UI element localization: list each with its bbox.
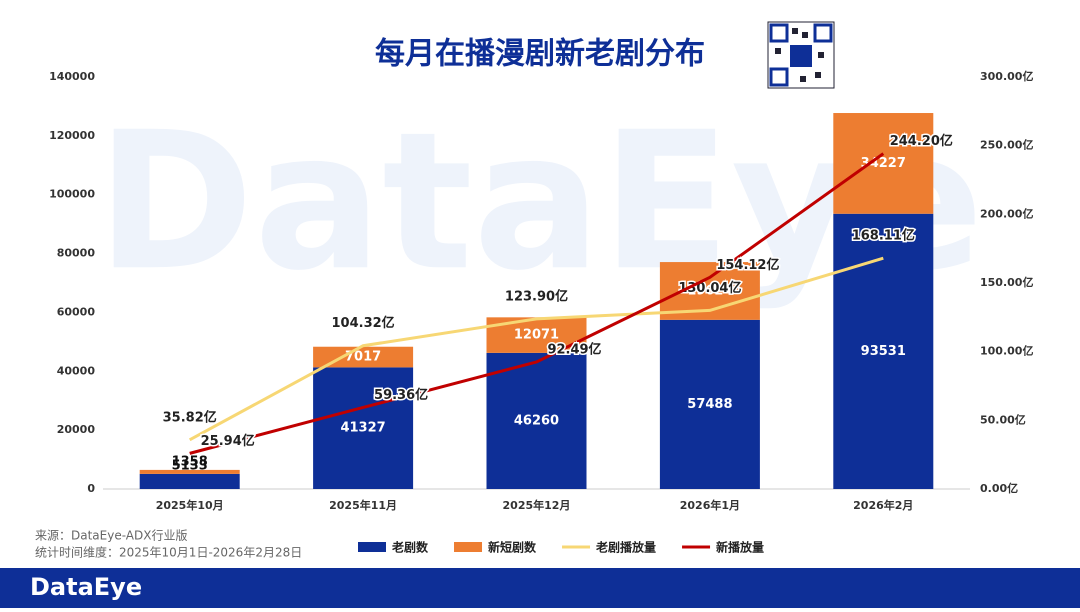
legend-label: 新播放量 (716, 540, 764, 555)
period: 统计时间维度：2025年10月1日-2026年2月28日 (35, 545, 302, 560)
bar (313, 367, 414, 489)
bar-value-label: 41327 (340, 421, 385, 436)
bar-value-label: 57488 (687, 397, 732, 412)
y2-tick-label: 50.00亿 (980, 412, 1026, 426)
line-value-label: 104.32亿 (332, 315, 395, 331)
line-value-label: 92.49亿 (547, 341, 601, 357)
legend-label: 老剧播放量 (596, 540, 656, 555)
line-value-label: 59.36亿 (374, 387, 428, 403)
y-tick-label: 20000 (57, 423, 96, 436)
bar-value-label: 5133 (172, 458, 208, 473)
line (188, 256, 884, 442)
bar (139, 469, 240, 474)
x-tick-label: 2025年10月 (156, 498, 224, 512)
source: 来源：DataEye-ADX行业版 (35, 529, 187, 543)
x-tick-label: 2026年1月 (680, 498, 740, 512)
y2-tick-label: 150.00亿 (980, 275, 1033, 289)
y-tick-label: 140000 (49, 70, 95, 83)
bar (139, 473, 240, 489)
qr-code (767, 21, 835, 89)
line-value-label: 123.90亿 (505, 288, 568, 304)
y-tick-label: 60000 (57, 305, 96, 318)
x-tick-label: 2025年12月 (503, 498, 571, 512)
line-value-label: 168.11亿 (852, 228, 915, 244)
bar (486, 352, 587, 489)
bar-value-label: 46260 (514, 413, 559, 428)
bar-value-label: 34227 (861, 156, 906, 171)
bar (313, 346, 414, 368)
line-value-label: 154.12亿 (716, 257, 779, 273)
line-value-label: 244.20亿 (890, 133, 953, 149)
legend-swatch (454, 542, 483, 552)
footer-bar (0, 568, 1080, 608)
bar-value-label: 19624 (687, 283, 732, 298)
bar (659, 319, 760, 489)
y2-tick-label: 200.00亿 (980, 206, 1033, 220)
line (189, 152, 885, 455)
y2-tick-label: 250.00亿 (980, 138, 1033, 152)
bar (833, 113, 934, 214)
line-value-label: 25.94亿 (201, 433, 255, 449)
bar-value-label: 93531 (861, 344, 906, 359)
y2-tick-label: 0.00亿 (980, 481, 1018, 495)
legend-label: 老剧数 (392, 540, 429, 555)
bar-value-label: 7017 (345, 350, 381, 365)
bar-value-label: 1358 (172, 454, 208, 469)
legend-swatch (358, 542, 386, 552)
legend-label: 新短剧数 (488, 540, 537, 555)
y-tick-label: 120000 (49, 129, 95, 142)
x-tick-label: 2026年2月 (853, 498, 913, 512)
bar-value-label: 12071 (514, 328, 559, 343)
y2-tick-label: 100.00亿 (980, 344, 1033, 358)
line-value-label: 35.82亿 (163, 409, 217, 425)
brand: DataEye (30, 573, 142, 601)
x-tick-label: 2025年11月 (329, 498, 397, 512)
y-tick-label: 100000 (49, 188, 95, 201)
y2-tick-label: 300.00亿 (980, 69, 1033, 83)
y-tick-label: 40000 (57, 364, 96, 377)
chart-title: 每月在播漫剧新老剧分布 (375, 37, 705, 72)
y-tick-label: 80000 (57, 247, 96, 260)
y-tick-label: 0 (87, 482, 95, 495)
